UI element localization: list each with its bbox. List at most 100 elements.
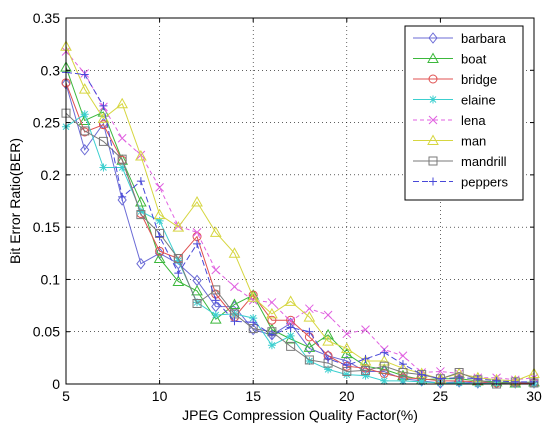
legend-item-lena: lena — [413, 113, 486, 128]
data-point-peppers — [511, 377, 520, 386]
data-point-peppers — [473, 374, 482, 383]
data-point-boat — [209, 313, 222, 324]
data-point-man — [266, 307, 278, 319]
data-point-lena — [267, 298, 277, 307]
legend-label-peppers: peppers — [461, 175, 508, 190]
legend-item-barbara: barbara — [413, 31, 507, 46]
data-point-peppers — [230, 317, 239, 326]
legend-item-man: man — [413, 134, 486, 149]
data-point-lena — [230, 282, 239, 292]
data-point-man — [135, 150, 147, 161]
legend-item-boat: boat — [413, 52, 487, 67]
data-point-peppers — [380, 348, 389, 357]
data-point-peppers — [193, 239, 202, 248]
data-point-elaine — [361, 371, 370, 380]
x-axis-label: JPEG Compression Quality Factor(%) — [182, 407, 418, 423]
data-point-man — [340, 342, 353, 353]
legend-marker-lena — [428, 115, 438, 125]
data-point-man — [153, 208, 166, 220]
legend-marker-peppers — [429, 177, 437, 186]
legend-item-peppers: peppers — [413, 175, 508, 190]
data-point-boat — [303, 341, 316, 352]
data-point-boat — [172, 275, 185, 287]
data-point-lena — [155, 183, 164, 192]
legend: barbara boat bridge elaine lena man mandrill pe… — [404, 25, 524, 201]
x-tick-label: 20 — [339, 388, 355, 404]
data-point-elaine — [305, 356, 314, 365]
legend-marker-mandrill — [428, 156, 438, 166]
data-point-peppers — [361, 354, 370, 363]
y-tick-label: 0.1 — [41, 271, 61, 287]
y-tick-label: 0.2 — [41, 167, 61, 183]
legend-box — [404, 25, 524, 201]
x-tick-label: 5 — [62, 388, 70, 404]
data-point-peppers — [249, 318, 258, 327]
data-point-peppers — [174, 269, 183, 278]
x-tick-label: 25 — [433, 388, 449, 404]
data-point-mandrill — [379, 361, 389, 371]
legend-label-man: man — [461, 134, 486, 149]
data-point-man — [116, 97, 129, 109]
data-point-elaine — [99, 163, 108, 172]
series-man — [60, 40, 540, 386]
data-point-barbara — [80, 143, 90, 156]
data-point-lena — [211, 265, 221, 275]
data-point-barbara — [136, 257, 146, 270]
data-point-boat — [322, 328, 334, 340]
data-point-elaine — [118, 163, 127, 172]
x-tick-label: 10 — [152, 388, 168, 404]
data-point-lena — [342, 329, 352, 339]
data-point-peppers — [118, 192, 127, 201]
data-point-elaine — [136, 207, 145, 216]
series-line-mandrill — [65, 112, 535, 385]
x-tick-label: 30 — [526, 388, 542, 404]
legend-item-bridge: bridge — [413, 72, 497, 87]
data-point-bridge — [248, 290, 258, 300]
data-point-mandrill — [80, 126, 90, 136]
data-point-elaine — [267, 341, 276, 350]
data-point-elaine — [398, 376, 407, 385]
data-point-lena — [436, 367, 445, 376]
data-point-mandrill — [211, 285, 221, 295]
data-point-man — [78, 83, 91, 94]
data-point-man — [209, 226, 222, 237]
data-point-lena — [286, 316, 295, 326]
x-axis-ticks: 5 10 15 20 25 30 — [62, 18, 542, 404]
data-point-mandrill — [117, 154, 127, 164]
data-point-barbara — [117, 194, 127, 206]
data-point-lena — [117, 133, 127, 143]
data-point-mandrill — [304, 355, 314, 365]
data-point-man — [303, 311, 316, 322]
data-point-peppers — [342, 361, 351, 370]
data-point-boat — [153, 252, 166, 264]
data-point-mandrill — [286, 341, 296, 351]
data-point-elaine — [417, 377, 426, 386]
legend-label-mandrill: mandrill — [461, 154, 507, 169]
data-point-elaine — [174, 256, 183, 265]
y-tick-label: 0 — [52, 376, 60, 392]
data-point-mandrill — [398, 367, 408, 377]
data-point-boat — [228, 298, 241, 310]
data-point-peppers — [267, 330, 276, 339]
x-tick-label: 15 — [245, 388, 261, 404]
data-point-peppers — [99, 101, 108, 110]
data-point-peppers — [286, 323, 295, 332]
legend-marker-man — [427, 134, 439, 145]
data-point-elaine — [249, 314, 258, 323]
data-point-lena — [323, 310, 333, 320]
data-point-lena — [192, 228, 202, 237]
y-tick-label: 0.3 — [41, 62, 61, 78]
data-point-elaine — [380, 376, 389, 385]
legend-label-bridge: bridge — [461, 72, 497, 87]
data-point-mandrill — [192, 298, 202, 308]
data-point-boat — [191, 284, 203, 296]
data-point-lena — [305, 304, 314, 314]
data-point-peppers — [417, 370, 426, 379]
data-point-man — [228, 247, 241, 258]
data-point-boat — [340, 347, 353, 359]
legend-label-boat: boat — [461, 52, 487, 67]
data-point-man — [378, 354, 391, 366]
series-line-peppers — [65, 71, 534, 383]
y-axis-label: Bit Error Ratio(BER) — [7, 138, 23, 264]
